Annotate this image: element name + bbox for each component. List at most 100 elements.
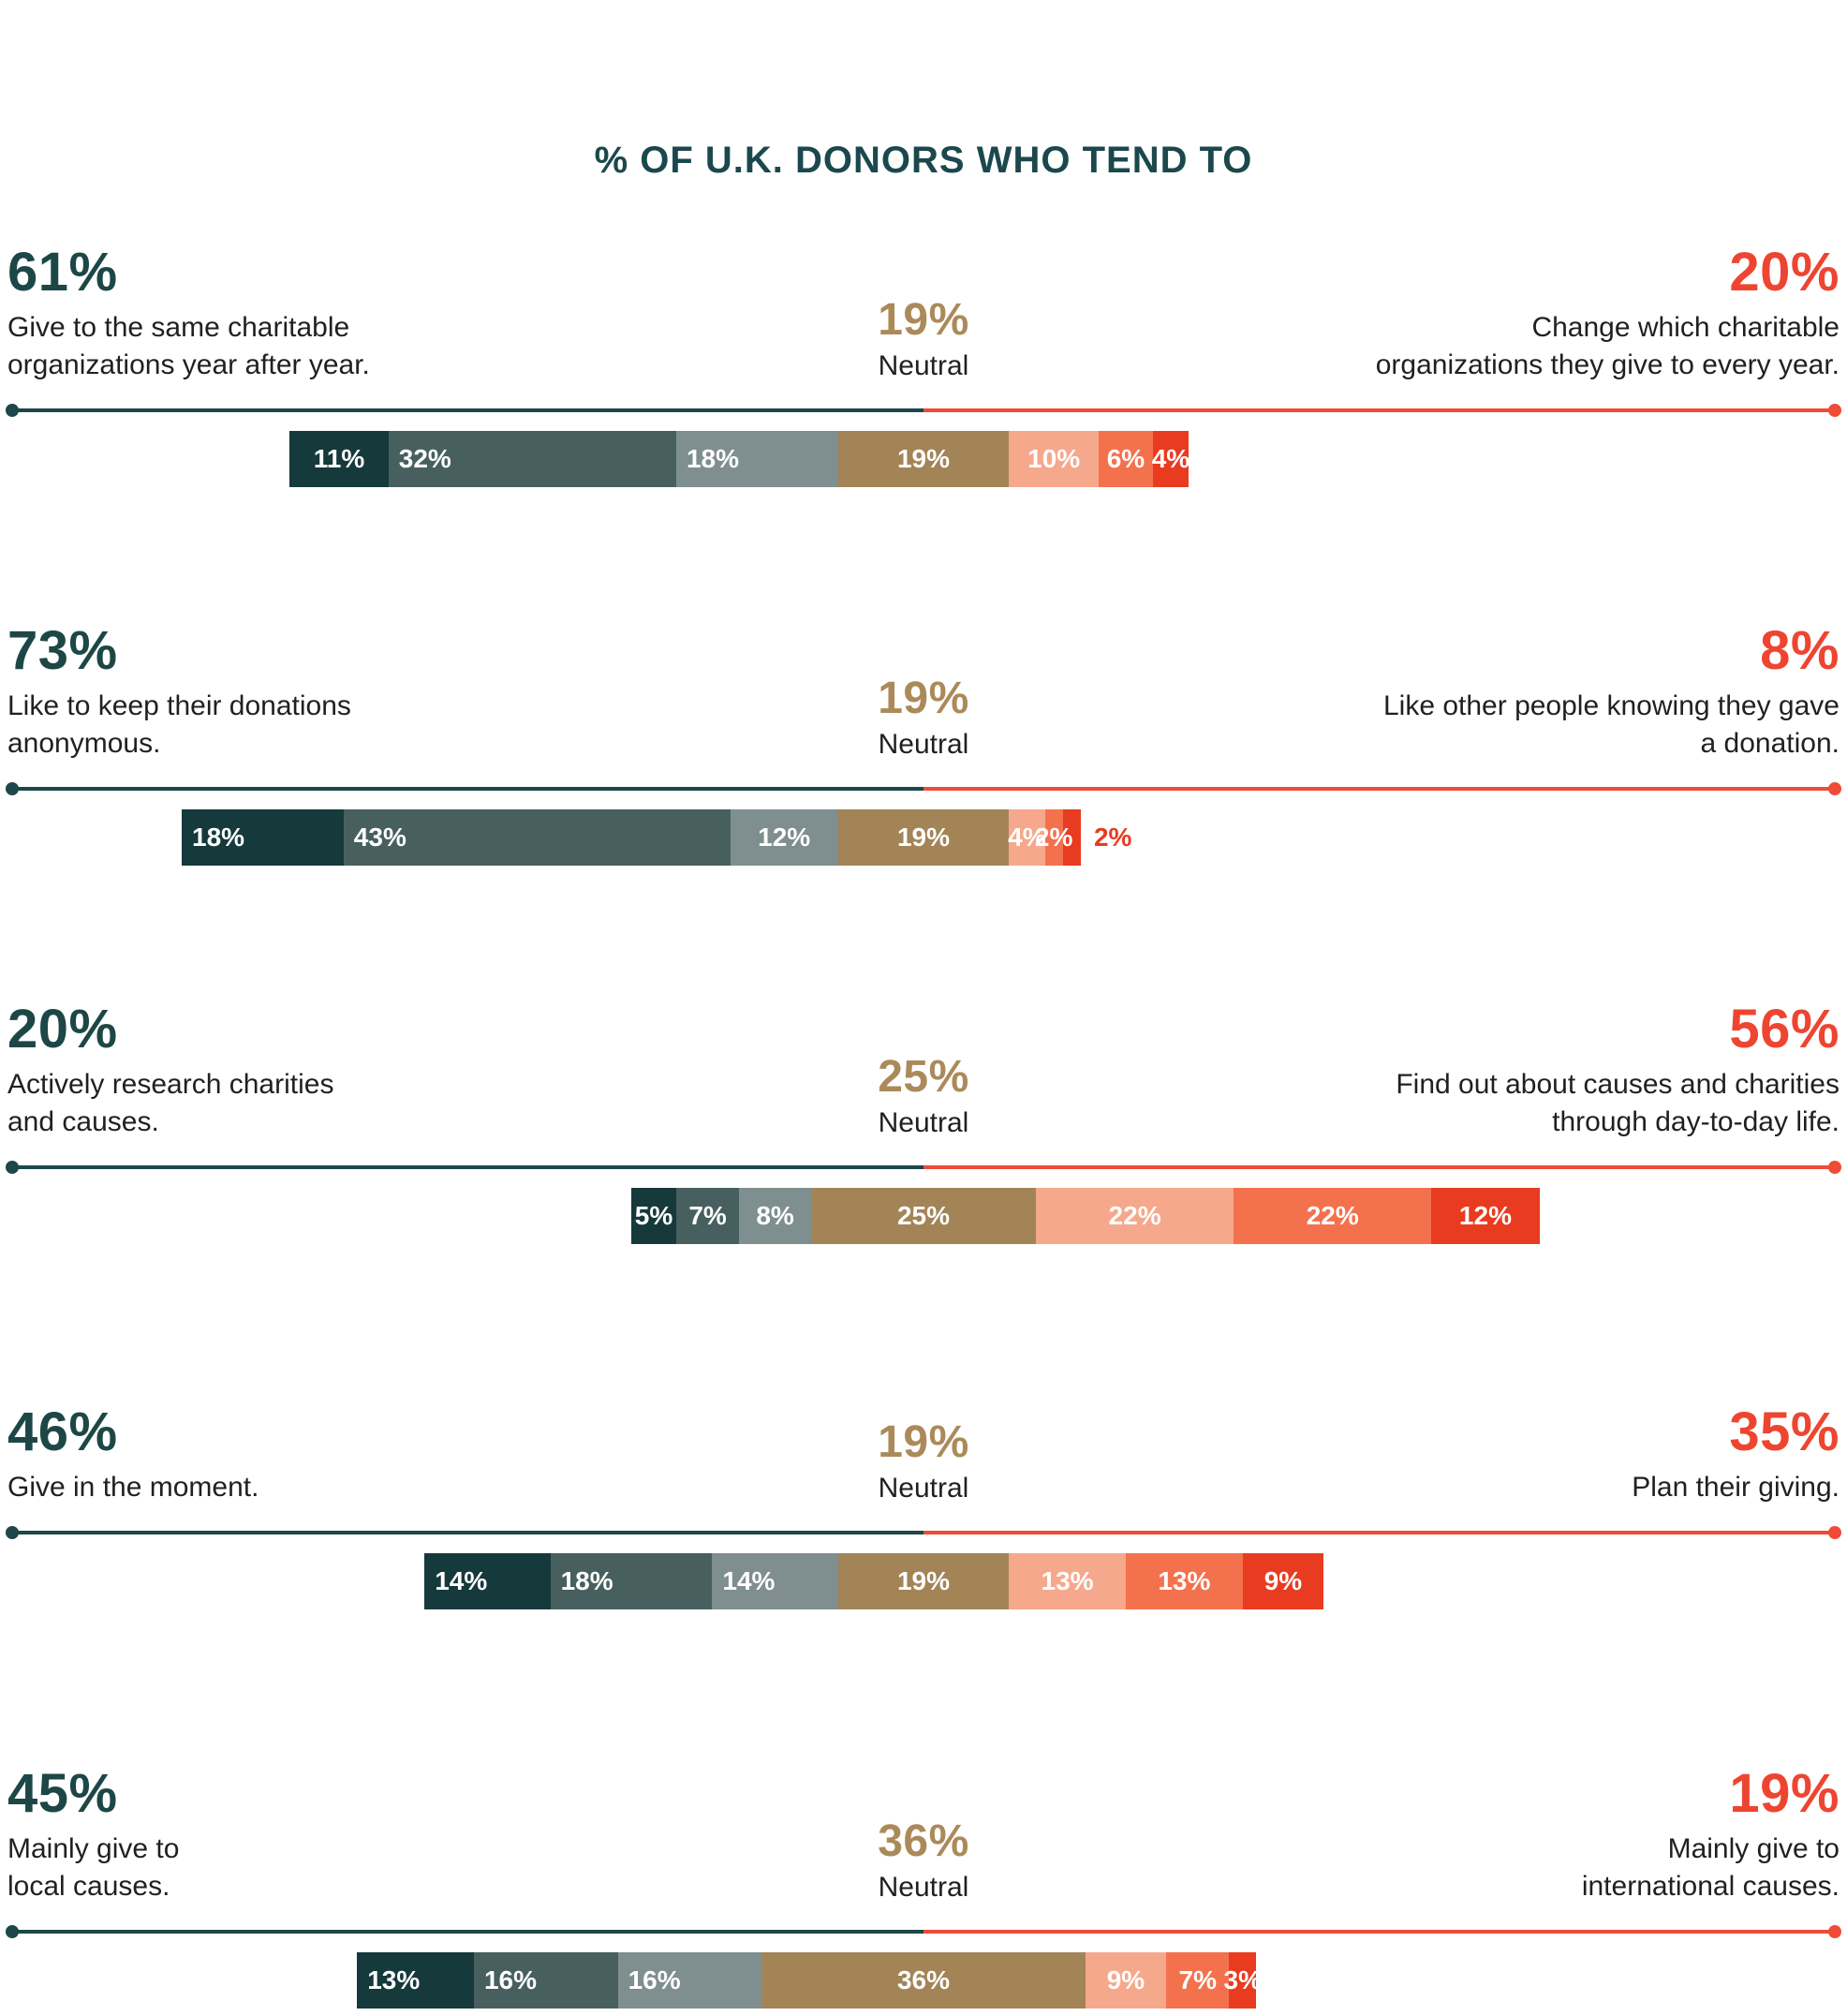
bar-area: 5% 7% 8% 25% 22% 22% 12%: [7, 1188, 1840, 1244]
left-stat: 61% Give to the same charitable organiza…: [7, 245, 878, 384]
divider-left-dot: [6, 782, 19, 795]
bar-segment-label: 16%: [483, 1965, 538, 1994]
divider-left-line: [7, 1531, 924, 1534]
right-stat-value: 8%: [1760, 620, 1840, 681]
bar-segment-label: 19%: [896, 823, 950, 852]
bar-segment: 5%: [631, 1188, 676, 1244]
stacked-bar: 14% 18% 14% 19% 13% 13% 9%: [424, 1553, 1324, 1609]
bar-segment-label: 36%: [896, 1965, 950, 1994]
bar-segment: 12%: [1431, 1188, 1540, 1244]
neutral-stat-value: 19%: [878, 295, 969, 345]
left-stat-value: 46%: [7, 1401, 118, 1462]
bar-segment-label: 11%: [313, 444, 365, 473]
bar-segment: 25%: [810, 1188, 1036, 1244]
bar-segment: 13%: [1125, 1553, 1243, 1609]
bar-segment: 10%: [1009, 431, 1100, 487]
divider-left-line: [7, 1165, 924, 1169]
bar-segment: 19%: [837, 1553, 1010, 1609]
divider-right-line: [924, 1531, 1840, 1534]
bar-segment: 19%: [837, 809, 1010, 866]
bar-segment: 2%: [1035, 809, 1072, 866]
left-stat-value: 20%: [7, 999, 118, 1060]
neutral-stat: 36% Neutral: [878, 1819, 969, 1905]
bar-segment-outside-label: 2%: [1093, 823, 1132, 852]
right-stat: 19% Mainly give to international causes.: [969, 1767, 1840, 1905]
right-stat-value: 20%: [1729, 242, 1840, 303]
divider-right-line: [924, 1930, 1840, 1934]
divider-left-dot: [6, 1526, 19, 1539]
bar-segment: 32%: [388, 431, 676, 487]
row-1-header: 61% Give to the same charitable organiza…: [7, 245, 1840, 384]
divider-right-line: [924, 1165, 1840, 1169]
bar-segment: 4%: [1151, 431, 1190, 487]
bar-segment: 11%: [289, 431, 389, 487]
bar-segment: 7%: [1166, 1952, 1230, 2009]
bar-segment: 16%: [473, 1952, 618, 2009]
divider-left-dot: [6, 1925, 19, 1938]
bar-segment-label: 32%: [398, 444, 451, 473]
bar-segment-label: 18%: [192, 823, 245, 852]
neutral-stat-value: 36%: [878, 1816, 969, 1866]
row-3-header: 20% Actively research charities and caus…: [7, 1002, 1840, 1141]
bar-segment-label: 7%: [688, 1201, 727, 1230]
neutral-stat-value: 19%: [878, 1417, 969, 1467]
left-stat: 46% Give in the moment.: [7, 1405, 878, 1506]
neutral-stat-value: 19%: [878, 674, 969, 723]
right-stat-desc: Mainly give to international causes.: [1581, 1833, 1840, 1902]
bar-segment-label: 13%: [1041, 1566, 1094, 1595]
bar-segment-label: 4%: [1151, 444, 1190, 473]
bar-segment: 13%: [357, 1952, 474, 2009]
right-stat-desc: Change which charitable organizations th…: [1375, 312, 1840, 380]
bar-segment-label: 18%: [560, 1566, 613, 1595]
bar-segment-label: 19%: [896, 444, 950, 473]
left-stat: 73% Like to keep their donations anonymo…: [7, 624, 878, 763]
bar-segment: [1062, 809, 1081, 866]
left-stat-desc: Mainly give to local causes.: [7, 1833, 180, 1902]
bar-segment-label: 6%: [1106, 444, 1145, 473]
neutral-stat: 19% Neutral: [878, 1420, 969, 1506]
row-5-header: 45% Mainly give to local causes. 36% Neu…: [7, 1767, 1840, 1905]
bar-segment-label: 9%: [1263, 1566, 1303, 1595]
bar-segment: 6%: [1099, 431, 1153, 487]
right-stat: 56% Find out about causes and charities …: [969, 1002, 1840, 1141]
right-stat-desc: Like other people knowing they gave a do…: [1382, 690, 1840, 759]
left-stat-desc: Give to the same charitable organization…: [7, 312, 370, 380]
left-stat-value: 61%: [7, 242, 118, 303]
divider-right-dot: [1828, 404, 1841, 417]
bar-segment: 14%: [424, 1553, 551, 1609]
right-stat: 8% Like other people knowing they gave a…: [969, 624, 1840, 763]
neutral-stat: 19% Neutral: [878, 676, 969, 763]
bar-segment-label: 22%: [1108, 1201, 1161, 1230]
bar-segment: 13%: [1009, 1553, 1126, 1609]
content-area: % OF U.K. DONORS WHO TEND TO 61% Give to…: [0, 141, 1847, 2009]
survey-row-1: 61% Give to the same charitable organiza…: [6, 245, 1841, 487]
bar-segment-label: 12%: [1458, 1201, 1512, 1230]
bar-segment-label: 12%: [758, 823, 811, 852]
bar-segment-label: 14%: [435, 1566, 488, 1595]
bar-segment-label: 5%: [634, 1201, 673, 1230]
neutral-stat: 19% Neutral: [878, 298, 969, 384]
divider-right-dot: [1828, 782, 1841, 795]
survey-row-3: 20% Actively research charities and caus…: [6, 1002, 1841, 1244]
bar-segment-label: 22%: [1306, 1201, 1359, 1230]
bar-segment-label: 13%: [1158, 1566, 1211, 1595]
bar-segment: 16%: [617, 1952, 762, 2009]
neutral-stat-desc: Neutral: [878, 1107, 969, 1138]
divider-left-dot: [6, 1161, 19, 1174]
right-stat-desc: Plan their giving.: [1632, 1472, 1840, 1503]
stacked-bar: 11% 32% 18% 19% 10% 6% 4%: [289, 431, 1189, 487]
right-stat-value: 35%: [1729, 1401, 1840, 1462]
bar-segment: 9%: [1085, 1952, 1167, 2009]
neutral-stat-desc: Neutral: [878, 1872, 969, 1903]
bar-segment-label: 14%: [722, 1566, 776, 1595]
divider-line: [6, 782, 1841, 795]
bar-segment-label: 8%: [756, 1201, 794, 1230]
right-stat: 20% Change which charitable organization…: [969, 245, 1840, 384]
survey-row-5: 45% Mainly give to local causes. 36% Neu…: [6, 1767, 1841, 2009]
bar-segment: 22%: [1035, 1188, 1234, 1244]
bar-segment-label: 25%: [896, 1201, 950, 1230]
bar-area: 18% 43% 12% 19% 4% 2% 2%: [7, 809, 1840, 866]
bar-segment: 4%: [1008, 809, 1046, 866]
divider-left-line: [7, 1930, 924, 1934]
